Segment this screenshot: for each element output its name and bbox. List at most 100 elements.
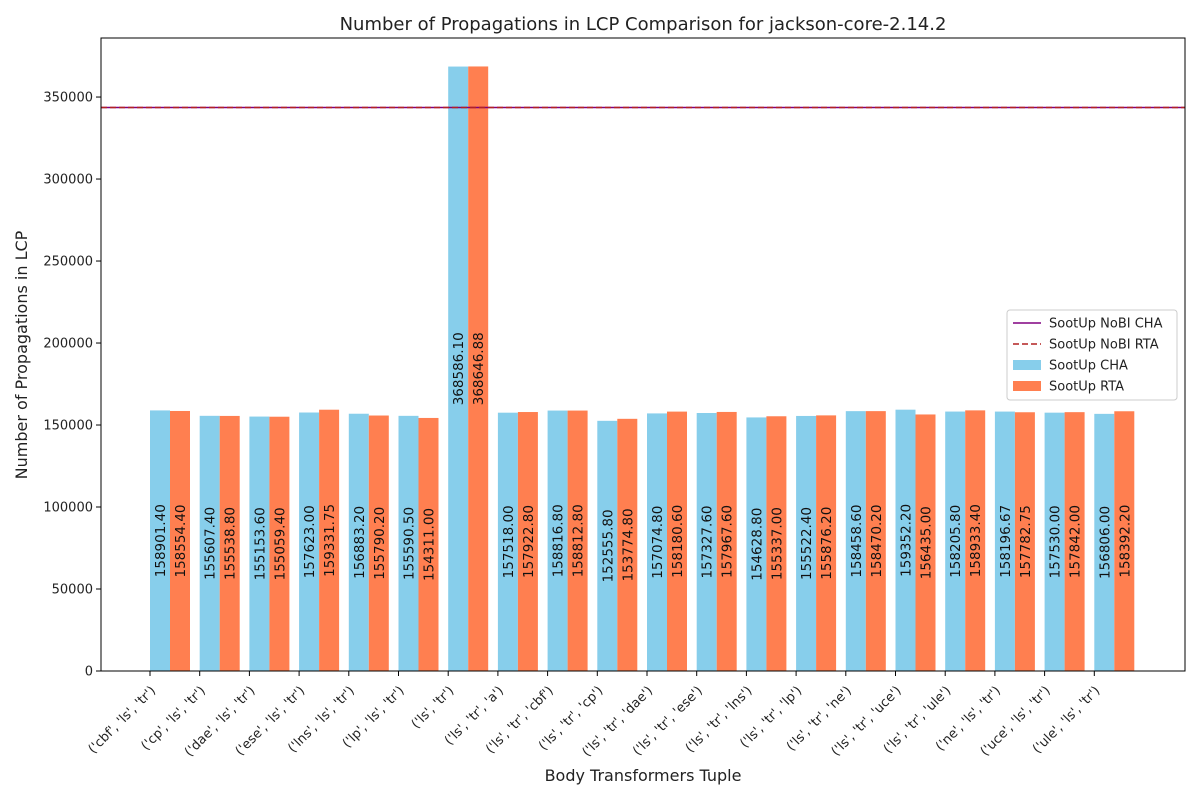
y-tick-label: 300000 (43, 173, 93, 188)
bar-value-label: 157530.00 (1048, 505, 1064, 578)
bar-value-label: 158180.60 (670, 505, 686, 578)
bar-rta (567, 410, 588, 671)
bar-cha (1044, 412, 1065, 671)
bar-rta (617, 418, 638, 671)
bar-rta (269, 416, 290, 671)
bar-value-label: 155059.40 (272, 507, 288, 580)
legend-swatch-bar (1013, 360, 1041, 370)
bar-cha (348, 413, 369, 671)
bar-cha (895, 409, 916, 671)
bar-value-label: 157922.80 (521, 505, 537, 578)
bar-value-label: 368586.10 (451, 332, 467, 405)
bar-cha (547, 410, 568, 671)
bar-cha (647, 413, 667, 671)
legend-swatch-bar (1013, 381, 1041, 391)
bar-rta (915, 414, 936, 671)
y-tick-label: 250000 (43, 255, 93, 270)
bar-rta (170, 410, 190, 671)
bar-value-label: 155876.20 (819, 507, 835, 580)
chart-title: Number of Propagations in LCP Comparison… (340, 14, 947, 35)
bar-value-label: 159352.20 (899, 504, 915, 577)
bar-cha (597, 420, 618, 671)
bar-value-label: 155522.40 (799, 507, 815, 580)
bar-cha (497, 412, 518, 671)
bar-cha (398, 415, 419, 671)
legend-box (1006, 309, 1178, 401)
legend-label: SootUp NoBI RTA (1049, 338, 1159, 353)
bar-rta (517, 412, 538, 671)
bar-rta (219, 415, 240, 671)
bar-value-label: 156435.00 (919, 506, 935, 579)
bar-value-label: 158470.20 (869, 505, 885, 578)
bar-rta (1014, 412, 1035, 671)
bar-value-label: 154311.00 (422, 508, 438, 581)
bar-value-label: 155590.50 (402, 507, 418, 580)
bar-rta (716, 411, 737, 671)
bar-value-label: 158901.40 (153, 504, 169, 577)
bar-rta (468, 66, 489, 671)
bar-cha (746, 417, 767, 671)
bar-rta (368, 415, 389, 671)
bar-value-label: 159331.75 (322, 504, 338, 577)
bar-cha (845, 411, 866, 671)
bar-value-label: 153774.80 (620, 508, 636, 581)
bar-rta (865, 411, 886, 671)
bar-cha (249, 416, 270, 671)
bar-value-label: 158812.80 (571, 504, 587, 577)
y-tick-label: 100000 (43, 501, 93, 516)
bar-value-label: 155153.60 (252, 507, 268, 580)
bar-value-label: 158816.80 (551, 504, 567, 577)
bar-value-label: 158196.67 (998, 505, 1014, 578)
bar-value-label: 155790.20 (372, 507, 388, 580)
legend-label: SootUp NoBI CHA (1049, 317, 1163, 332)
bar-value-label: 152555.80 (600, 509, 616, 582)
bar-cha (299, 412, 320, 671)
plot-frame (100, 37, 1186, 672)
bar-value-label: 157623.00 (302, 505, 318, 578)
bar-cha (945, 411, 966, 671)
bar-cha (696, 412, 717, 671)
x-axis-label: Body Transformers Tuple (545, 766, 742, 785)
legend-label: SootUp RTA (1049, 380, 1124, 395)
bar-value-label: 155337.00 (769, 507, 785, 580)
bar-cha (1094, 413, 1115, 671)
bar-rta (319, 409, 340, 671)
x-tick-label: ('ls', 'tr') (409, 683, 457, 731)
bar-value-label: 158554.40 (173, 504, 189, 577)
y-tick-label: 350000 (43, 91, 93, 106)
y-tick-label: 50000 (52, 583, 93, 598)
legend-label: SootUp CHA (1049, 359, 1128, 374)
bar-value-label: 158458.60 (849, 505, 865, 578)
bar-cha (796, 415, 817, 671)
bar-value-label: 157842.00 (1068, 505, 1084, 578)
bar-cha (199, 415, 220, 671)
plot-area: 158901.40 158554.40('cbf', 'ls', 'tr')155… (43, 37, 1186, 760)
bar-value-label: 157074.80 (650, 506, 666, 579)
bar-cha (448, 66, 469, 671)
bar-rta (816, 415, 837, 671)
y-tick-label: 150000 (43, 419, 93, 434)
bar-rta (418, 417, 439, 671)
y-tick-label: 0 (85, 665, 93, 680)
bar-rta (965, 410, 986, 671)
bar-cha (150, 410, 170, 671)
bar-value-label: 158933.40 (968, 504, 984, 577)
bar-rta (1114, 411, 1135, 671)
y-tick-label: 200000 (43, 337, 93, 352)
bar-rta (1064, 412, 1085, 671)
bar-cha (994, 411, 1015, 671)
bar-value-label: 158205.80 (948, 505, 964, 578)
y-axis-label: Number of Propagations in LCP (12, 230, 31, 479)
bar-value-label: 157518.00 (501, 505, 517, 578)
bar-value-label: 368646.88 (471, 332, 487, 405)
bar-value-label: 154628.80 (749, 508, 765, 581)
bar-rta (667, 411, 687, 671)
bar-value-label: 156806.00 (1097, 506, 1113, 579)
bar-rta (766, 416, 787, 671)
bar-value-label: 157327.60 (700, 505, 716, 578)
bar-value-label: 156883.20 (352, 506, 368, 579)
bar-value-label: 157782.75 (1018, 505, 1034, 578)
bar-value-label: 155607.40 (203, 507, 219, 580)
bar-value-label: 158392.20 (1117, 505, 1133, 578)
